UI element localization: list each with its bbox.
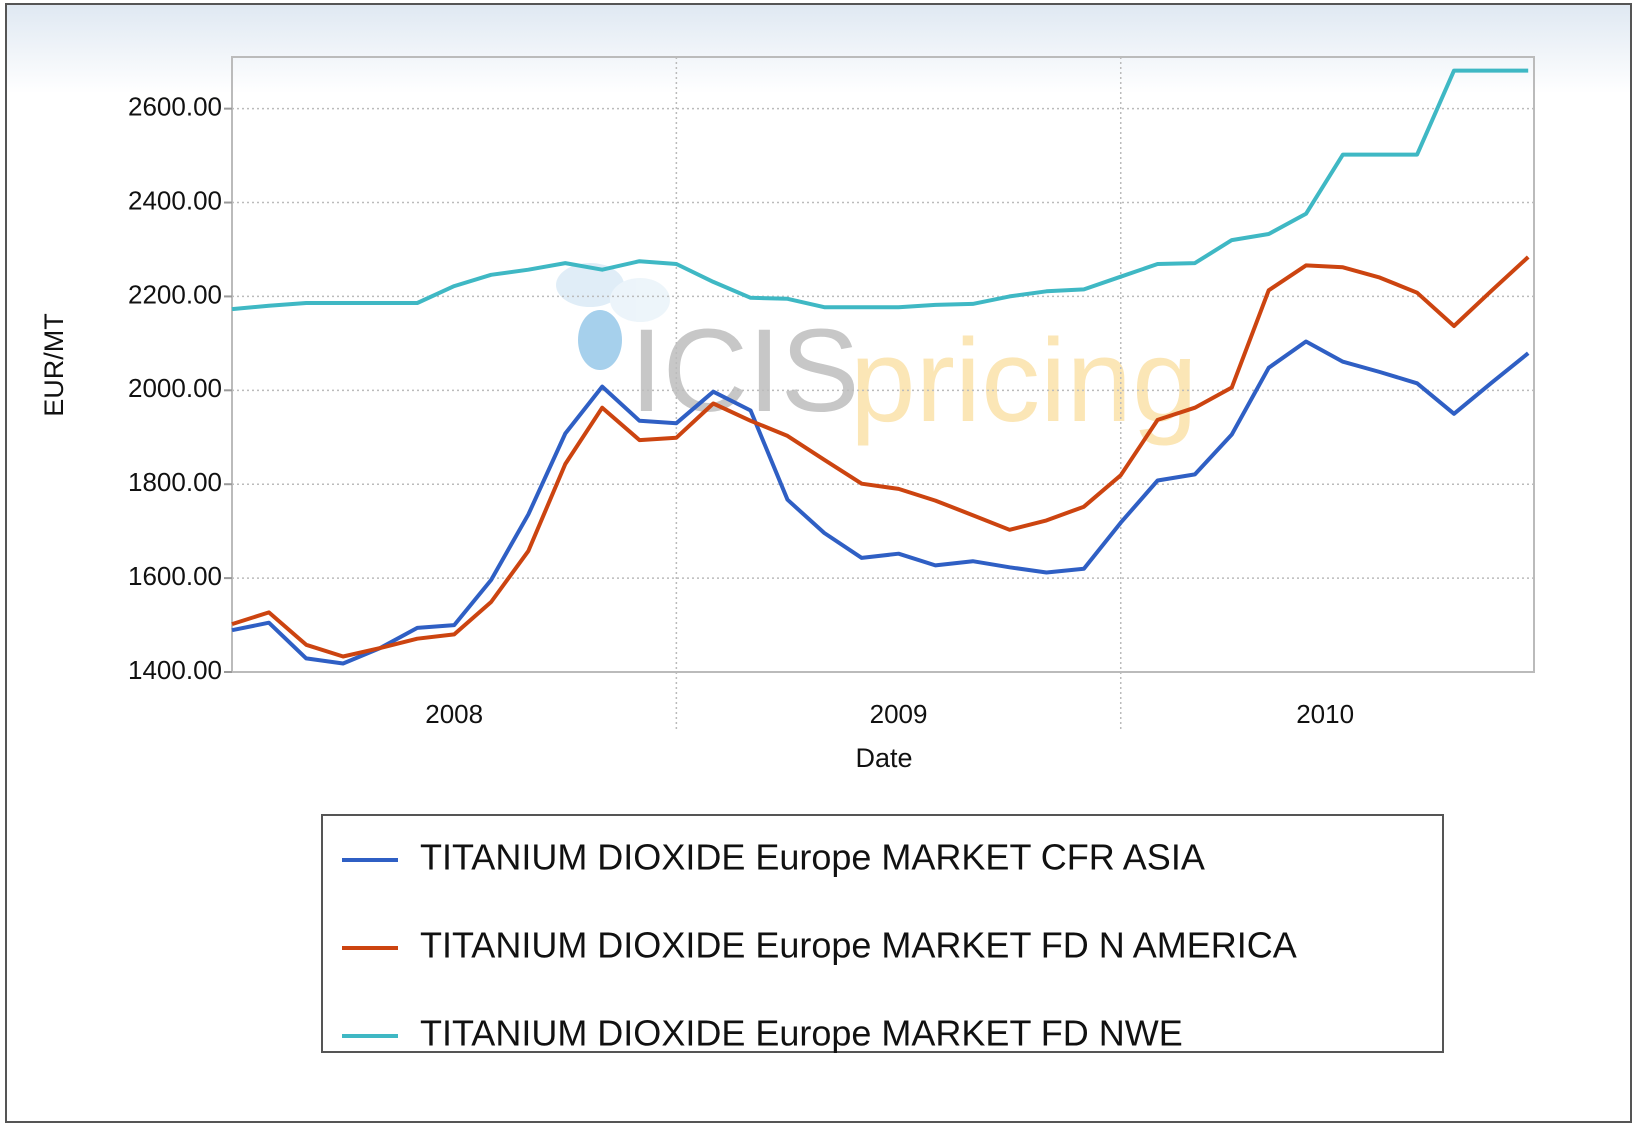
y-axis-label: EUR/MT: [39, 313, 69, 417]
y-tick-label: 2200.00: [128, 279, 222, 309]
legend-label: TITANIUM DIOXIDE Europe MARKET CFR ASIA: [420, 837, 1205, 878]
legend: [321, 814, 1444, 1053]
y-tick-label: 2000.00: [128, 373, 222, 403]
legend-label: TITANIUM DIOXIDE Europe MARKET FD NWE: [420, 1013, 1183, 1054]
x-tick-label: 2010: [1296, 699, 1354, 729]
y-tick-label: 1800.00: [128, 467, 222, 497]
y-tick-label: 1600.00: [128, 561, 222, 591]
x-tick-label: 2008: [425, 699, 483, 729]
y-tick-label: 2600.00: [128, 92, 222, 122]
series-line: [231, 255, 1530, 659]
series-line: [231, 339, 1530, 666]
watermark-pricing: pricing: [850, 315, 1198, 447]
y-tick-label: 1400.00: [128, 655, 222, 685]
y-tick-label: 2400.00: [128, 185, 222, 215]
series-line: [231, 68, 1529, 312]
x-axis-label: Date: [855, 743, 912, 773]
x-tick-label: 2009: [870, 699, 928, 729]
legend-label: TITANIUM DIOXIDE Europe MARKET FD N AMER…: [420, 925, 1297, 966]
watermark-icis: ICIS: [630, 305, 860, 437]
